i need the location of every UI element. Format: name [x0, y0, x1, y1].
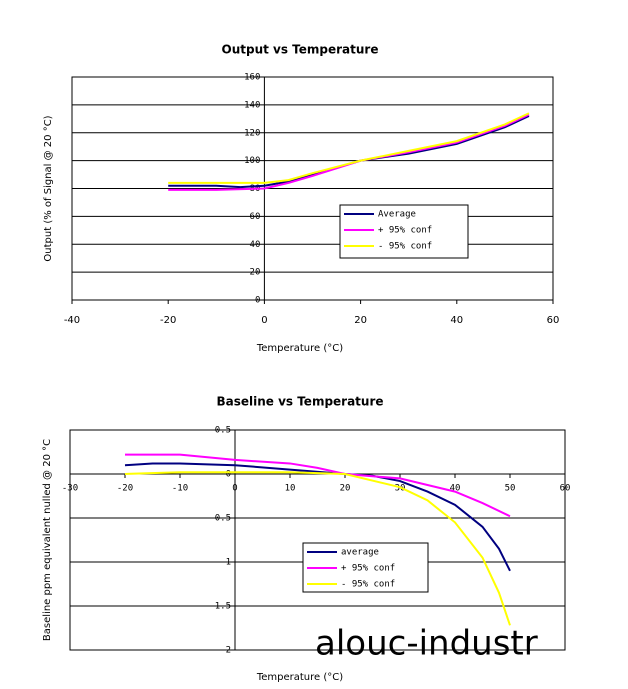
x-tick-label: 20 [354, 315, 367, 326]
y-tick-label: 160 [244, 73, 260, 83]
x-tick-label: 20 [340, 484, 351, 494]
legend-label: Average [378, 210, 416, 220]
series-line [168, 112, 530, 184]
legend-label: average [341, 548, 379, 558]
y-tick-label: 0 [255, 296, 260, 306]
plot-frame [69, 429, 566, 651]
x-tick-label: 60 [547, 315, 560, 326]
series-line [125, 453, 511, 518]
watermark: alouc-industr [315, 624, 538, 664]
y-axis-label: Output (% of Signal @ 20 °C) [43, 115, 54, 261]
x-tick-label: -20 [160, 315, 176, 326]
y-tick-label: 0 [226, 470, 231, 480]
legend-label: + 95% conf [341, 564, 395, 574]
x-tick-label: -20 [117, 484, 133, 494]
legend-label: - 95% conf [378, 242, 432, 252]
legend-label: - 95% conf [341, 580, 395, 590]
y-tick-label: 20 [250, 268, 261, 278]
y-tick-label: 0.5 [215, 514, 231, 524]
y-axis-label: Baseline ppm equivalent nulled @ 20 °C [42, 439, 53, 641]
x-tick-label: 40 [450, 315, 463, 326]
series-line [168, 113, 530, 191]
y-tick-label: 1.5 [215, 602, 231, 612]
chart-title: Output vs Temperature [222, 43, 379, 57]
x-tick-label: -30 [62, 484, 78, 494]
y-tick-label: 120 [244, 128, 260, 138]
y-tick-label: 2 [226, 646, 231, 656]
x-axis-label: Temperature (°C) [256, 343, 343, 354]
x-axis-label: Temperature (°C) [256, 672, 343, 683]
x-tick-label: 10 [285, 484, 296, 494]
legend-label: + 95% conf [378, 226, 432, 236]
y-tick-label: 40 [250, 240, 261, 250]
chart: Output vs Temperature Temperature (°C) Out… [43, 43, 559, 355]
x-tick-label: 50 [505, 484, 516, 494]
y-tick-label: 100 [244, 156, 260, 166]
x-tick-label: -40 [64, 315, 80, 326]
x-tick-label: 60 [560, 484, 571, 494]
x-tick-label: -10 [172, 484, 188, 494]
x-tick-label: 0 [261, 315, 267, 326]
chart: Baseline vs Temperature Temperature (°C) B… [42, 395, 570, 684]
y-tick-label: 1 [226, 558, 231, 568]
x-tick-label: 0 [232, 484, 237, 494]
y-tick-label: 60 [250, 212, 261, 222]
x-tick-label: 30 [395, 484, 406, 494]
series-line [168, 115, 530, 189]
series-line [124, 471, 511, 626]
y-tick-label: 140 [244, 100, 260, 110]
y-tick-label: 0.5 [215, 426, 231, 436]
x-tick-label: 40 [450, 484, 461, 494]
chart-title: Baseline vs Temperature [216, 395, 383, 409]
